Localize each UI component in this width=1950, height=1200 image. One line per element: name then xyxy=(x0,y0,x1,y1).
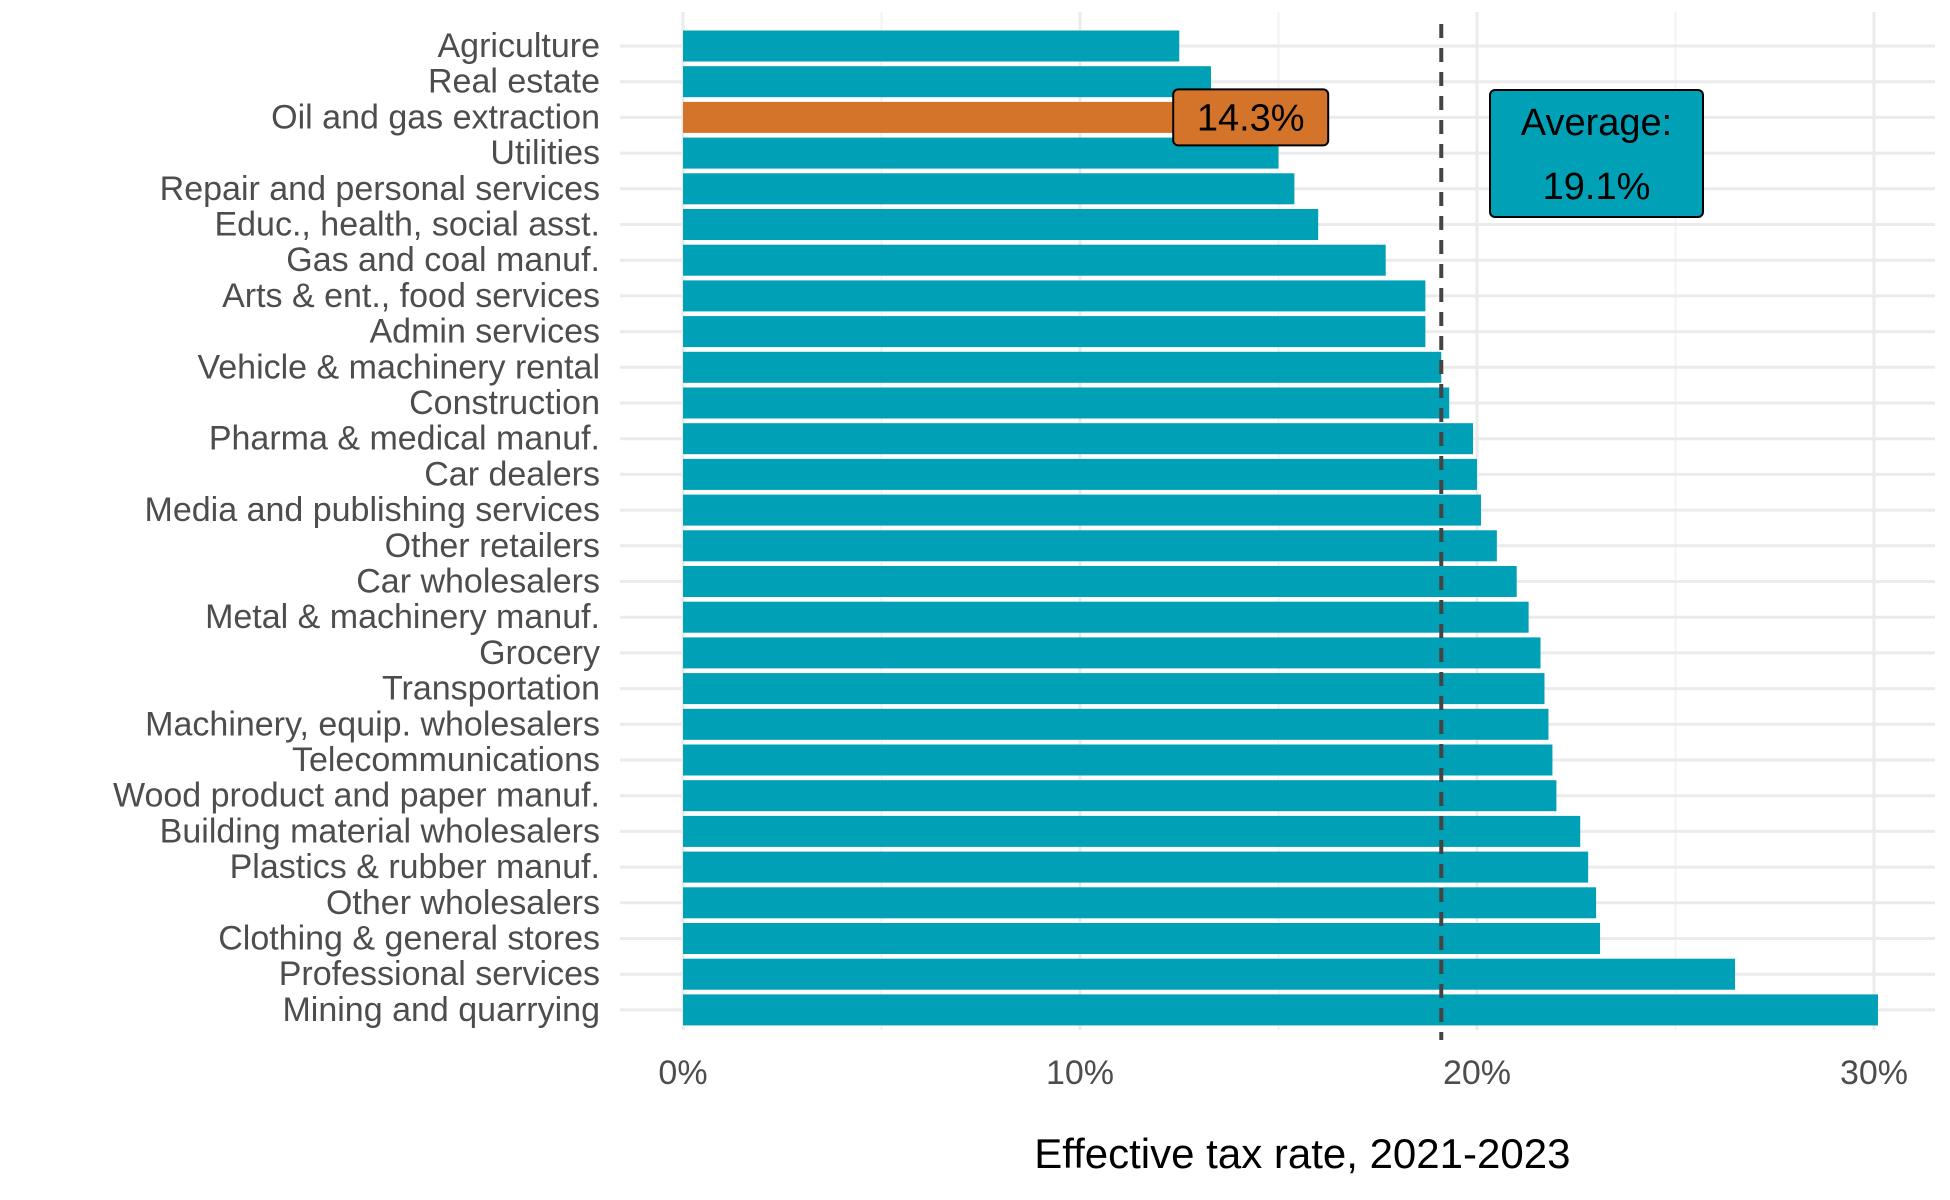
bars xyxy=(683,30,1878,1026)
category-label: Grocery xyxy=(479,634,600,672)
category-label: Wood product and paper manuf. xyxy=(113,777,600,815)
category-label: Construction xyxy=(409,384,600,422)
category-label: Car wholesalers xyxy=(356,563,600,601)
category-label: Building material wholesalers xyxy=(160,812,600,850)
category-label: Professional services xyxy=(279,955,600,993)
x-tick-label: 10% xyxy=(1046,1054,1114,1092)
category-label: Clothing & general stores xyxy=(218,920,600,958)
bar xyxy=(683,351,1442,383)
category-label: Machinery, equip. wholesalers xyxy=(145,705,600,743)
category-label: Metal & machinery manuf. xyxy=(205,598,600,636)
x-tick-label: 30% xyxy=(1840,1054,1908,1092)
bar xyxy=(683,815,1581,847)
bar xyxy=(683,423,1474,455)
x-tick-label: 20% xyxy=(1443,1054,1511,1092)
bar xyxy=(683,708,1549,740)
bar xyxy=(683,673,1545,705)
bar xyxy=(683,958,1736,990)
bar xyxy=(683,851,1589,883)
bar xyxy=(683,923,1601,954)
category-label: Gas and coal manuf. xyxy=(286,241,600,279)
bar xyxy=(683,601,1529,633)
category-label: Educ., health, social asst. xyxy=(214,206,600,244)
x-tick-label: 0% xyxy=(658,1054,707,1092)
average-label-value: 19.1% xyxy=(1543,166,1651,208)
category-label: Telecommunications xyxy=(292,741,600,779)
bar xyxy=(683,637,1541,669)
bar xyxy=(683,173,1295,205)
category-label: Repair and personal services xyxy=(160,170,600,208)
bar xyxy=(683,744,1553,776)
x-tick-labels: 0% 10% 20% 30% xyxy=(658,1054,1908,1092)
category-label: Other retailers xyxy=(385,527,600,565)
category-label: Media and publishing services xyxy=(145,491,600,529)
bar xyxy=(683,458,1477,490)
category-label: Arts & ent., food services xyxy=(222,277,600,315)
category-label: Other wholesalers xyxy=(326,884,600,922)
x-axis-title: Effective tax rate, 2021-2023 xyxy=(1034,1130,1570,1177)
category-label: Agriculture xyxy=(437,27,600,65)
category-label: Mining and quarrying xyxy=(282,991,600,1029)
average-annotation: Average: 19.1% xyxy=(1489,89,1704,218)
bar-highlighted xyxy=(683,101,1251,133)
bar xyxy=(683,66,1212,98)
category-label: Oil and gas extraction xyxy=(271,98,600,136)
bar xyxy=(683,994,1878,1026)
highlight-annotation: 14.3% xyxy=(1172,88,1330,147)
category-label: Pharma & medical manuf. xyxy=(209,420,600,458)
average-label-box xyxy=(1489,89,1704,218)
bar xyxy=(683,30,1180,62)
bar xyxy=(683,780,1557,812)
category-label: Utilities xyxy=(490,134,600,172)
category-label: Car dealers xyxy=(424,455,600,493)
bar xyxy=(683,530,1497,562)
bar xyxy=(683,316,1426,348)
category-label: Real estate xyxy=(428,63,600,101)
category-label: Transportation xyxy=(382,670,600,708)
highlight-label-text: 14.3% xyxy=(1197,97,1305,139)
bar xyxy=(683,387,1450,419)
bar xyxy=(683,566,1517,597)
category-label: Vehicle & machinery rental xyxy=(197,348,600,386)
bar xyxy=(683,494,1481,526)
bar xyxy=(683,244,1386,276)
bar xyxy=(683,209,1319,240)
average-label-title: Average: xyxy=(1521,102,1672,144)
bar xyxy=(683,280,1426,312)
category-label: Admin services xyxy=(369,313,600,351)
highlight-label-box xyxy=(1172,88,1330,147)
bar xyxy=(683,887,1597,919)
category-label: Plastics & rubber manuf. xyxy=(230,848,600,886)
